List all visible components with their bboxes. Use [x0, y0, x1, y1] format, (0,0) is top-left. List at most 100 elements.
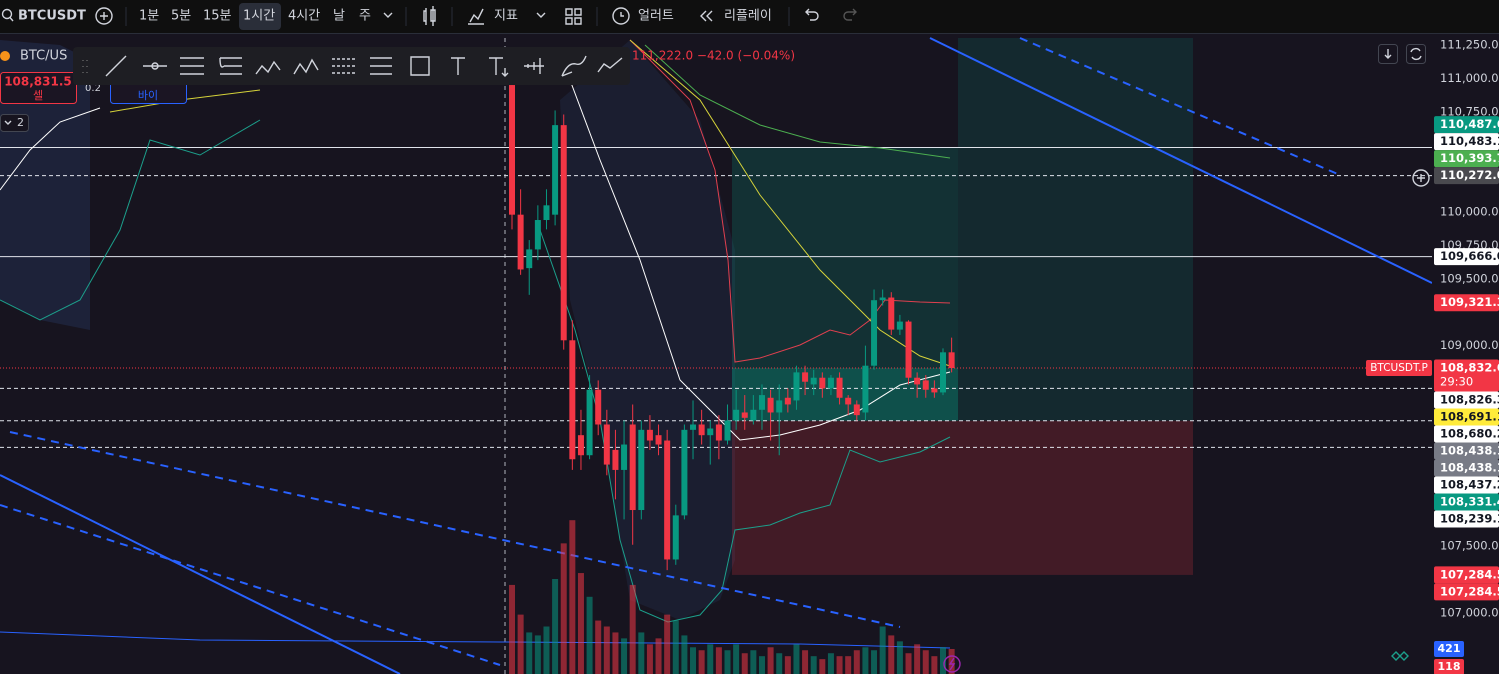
volume-bar [793, 644, 800, 674]
tool[interactable] [219, 57, 242, 75]
volume-bar [612, 632, 619, 674]
interval[interactable]: 날 [333, 9, 345, 24]
volume-bar [810, 656, 817, 674]
drag-handle[interactable] [82, 60, 88, 73]
tool[interactable] [255, 60, 281, 75]
volume-bar [603, 626, 610, 674]
tool[interactable] [561, 55, 587, 77]
interval[interactable]: 15분 [203, 9, 232, 24]
scroll-button[interactable] [1378, 44, 1398, 64]
layouts[interactable] [565, 8, 582, 25]
volume-bar [827, 653, 834, 674]
undo[interactable] [805, 8, 819, 21]
redo[interactable] [843, 8, 857, 21]
y-tick-label: 110,750.0 [1440, 104, 1499, 118]
sell-label: 셀 [33, 89, 43, 102]
tool[interactable] [410, 56, 430, 76]
volume-bar [896, 641, 903, 674]
settings-icon[interactable] [1391, 651, 1409, 661]
price-label-box [1434, 459, 1499, 477]
trend-line [0, 504, 501, 666]
volume-bar [905, 653, 912, 674]
sell-button[interactable] [0, 72, 77, 104]
candle-body [612, 449, 619, 470]
volume-bar [776, 653, 783, 674]
open-pnl-zone [732, 368, 958, 421]
volume-bar [690, 647, 697, 674]
tool[interactable] [293, 58, 319, 75]
volume-bar [758, 656, 765, 674]
target-zone [732, 147, 958, 421]
candle-body [509, 85, 515, 215]
volume-average [0, 631, 951, 649]
price-label-box [1434, 476, 1499, 494]
price-label: 108,239.1 [1440, 512, 1499, 526]
tool[interactable] [489, 57, 509, 77]
indicator-toggle [4, 120, 12, 125]
bollinger-middle [569, 79, 951, 441]
volume-bar [543, 626, 550, 674]
candle-body [646, 429, 653, 441]
price-label-box [1434, 425, 1499, 443]
interval[interactable]: 5분 [171, 9, 191, 24]
tool[interactable] [143, 62, 167, 70]
candle-body [569, 340, 576, 460]
symbol[interactable]: BTCUSDT [18, 9, 86, 24]
price-label-box [1434, 408, 1499, 426]
interval[interactable]: 1분 [139, 9, 159, 24]
candle-body [888, 297, 895, 330]
y-tick-label: 111,000.0 [1440, 71, 1499, 85]
interval[interactable]: 주 [359, 9, 371, 24]
tool[interactable] [524, 58, 544, 74]
volume-bar [655, 638, 662, 674]
candle-body [793, 372, 800, 401]
candle-body [931, 388, 938, 393]
tool[interactable] [180, 57, 204, 75]
volume-bar [836, 656, 843, 674]
candle-body [827, 377, 834, 389]
indicators[interactable]: 지표 [494, 9, 518, 24]
lightning-icon[interactable] [943, 655, 961, 673]
auto-scale[interactable] [1406, 44, 1426, 64]
tool[interactable] [105, 55, 127, 77]
price-labels: 110,487.6 110,483.1 110,393.7 110,272.0 109,… [1366, 116, 1499, 674]
search-icon[interactable] [1, 8, 13, 20]
indicators-icon[interactable] [468, 8, 484, 25]
more-intervals[interactable] [383, 12, 393, 18]
tool[interactable] [370, 57, 392, 75]
volume-bar [784, 656, 791, 674]
drawings [0, 38, 735, 674]
price-label: 107,284.5 [1440, 567, 1499, 581]
alert-icon[interactable] [612, 7, 630, 25]
indicator-toggle[interactable] [0, 114, 29, 132]
candle-body [629, 424, 636, 511]
price-label: 108,437.2 [1440, 478, 1499, 492]
volume-bar [871, 650, 878, 674]
price-label-box [1434, 583, 1499, 601]
indicator-count: 2 [17, 116, 24, 129]
tool[interactable] [451, 57, 465, 75]
candle-body [534, 220, 541, 250]
more-indicators[interactable] [536, 12, 546, 18]
candle-body [819, 377, 826, 389]
alert[interactable]: 얼러트 [638, 9, 674, 24]
volume [509, 520, 955, 674]
chart-type[interactable] [423, 6, 436, 26]
replay[interactable]: 리플레이 [724, 9, 772, 24]
add-alert[interactable] [1412, 169, 1430, 187]
add-symbol[interactable] [95, 7, 113, 25]
candle-body [758, 395, 765, 410]
interval[interactable]: 1시간 [243, 9, 275, 24]
interval[interactable]: 4시간 [288, 9, 320, 24]
indicators [0, 37, 1433, 674]
tool[interactable] [332, 58, 356, 74]
countdown: 29:30 [1440, 375, 1473, 389]
volume-bar [750, 650, 757, 674]
candle-body [871, 300, 878, 366]
replay-icon[interactable] [700, 10, 713, 22]
volume-label-box [1434, 658, 1464, 674]
spread: 0.2 [85, 83, 101, 94]
tool[interactable] [597, 57, 623, 73]
buy-label: 바이 [138, 89, 158, 102]
